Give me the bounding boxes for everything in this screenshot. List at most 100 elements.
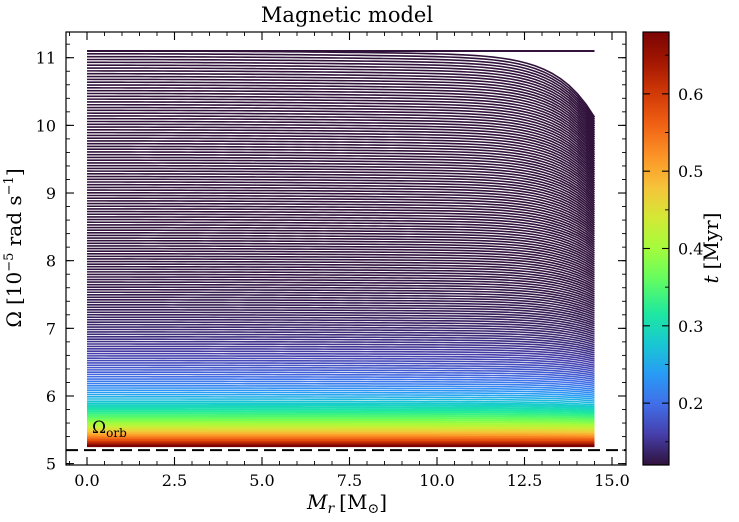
omega-profile (86, 186, 596, 226)
y-tick-label: 8 (46, 252, 56, 271)
omega-profile (87, 164, 596, 209)
omega-profile (87, 396, 595, 402)
omega-profile (87, 428, 595, 432)
omega-profile (87, 145, 596, 193)
omega-profile (86, 400, 595, 406)
omega-profile (87, 53, 596, 120)
omega-profile (87, 72, 596, 136)
omega-profile (87, 81, 596, 143)
omega-profile (87, 323, 595, 340)
omega-profile (87, 183, 596, 224)
omega-profile (87, 142, 596, 191)
omega-profile (86, 120, 596, 173)
y-axis-label-end: ] (2, 168, 26, 176)
omega-profile (87, 213, 595, 248)
omega-profile (87, 357, 595, 368)
omega-profile (87, 159, 596, 204)
omega-profile (87, 424, 595, 429)
omega-profile (87, 137, 596, 187)
omega-profile (86, 311, 595, 329)
omega-profile (87, 205, 595, 241)
x-tick-label: 10.0 (419, 471, 455, 490)
omega-profile (87, 340, 595, 354)
omega-profile (87, 416, 595, 422)
x-tick-label: 0.0 (74, 471, 99, 490)
omega-profile (87, 67, 596, 131)
omega-profile (86, 170, 596, 213)
omega-profile (87, 306, 595, 325)
colorbar-tick-label: 0.6 (678, 85, 703, 104)
colorbar-label: t [Myr] (699, 213, 723, 284)
omega-profile (87, 197, 596, 235)
omega-orb-symbol: Ω (92, 418, 106, 438)
omega-profile (86, 58, 596, 125)
omega-profile (87, 255, 595, 282)
omega-profile (87, 273, 595, 297)
omega-profile (87, 95, 596, 154)
omega-profile (87, 296, 595, 316)
x-tick-label: 5.0 (249, 471, 274, 490)
x-axis-label-unit-symbol: ⊙ (367, 501, 379, 517)
omega-profile (86, 299, 595, 319)
omega-profile (87, 156, 596, 202)
omega-profile (86, 331, 595, 346)
omega-profile (87, 98, 596, 156)
omega-profile (86, 55, 596, 123)
omega-profile (87, 167, 596, 211)
omega-profile (87, 378, 595, 387)
omega-profile (87, 242, 595, 272)
y-tick-label: 11 (36, 49, 56, 68)
omega-profile (87, 345, 595, 358)
omega-profile (86, 373, 595, 383)
colorbar-tick-label: 0.5 (678, 162, 703, 181)
omega-profile (87, 335, 595, 350)
omega-profile (87, 131, 596, 182)
omega-profile (87, 123, 596, 176)
omega-profile (87, 389, 595, 397)
omega-profile (87, 366, 595, 377)
colorbar-ticks: 0.2 0.3 0.4 0.5 0.6 (643, 54, 703, 443)
omega-profile (87, 350, 595, 362)
omega-profile (87, 364, 595, 375)
omega-profile (87, 434, 595, 437)
omega-profile (87, 162, 596, 206)
omega-profile (87, 115, 596, 169)
omega-profile (87, 250, 595, 278)
omega-profile (87, 194, 596, 233)
plot-frame (65, 31, 627, 466)
omega-profile (86, 112, 596, 167)
omega-profile (87, 189, 596, 228)
y-tick-label: 6 (46, 387, 56, 406)
colorbar-label-unit: [Myr] (699, 213, 723, 270)
omega-profile (87, 408, 595, 414)
omega-profile (87, 380, 595, 389)
omega-profile (87, 333, 595, 348)
omega-profile (87, 410, 595, 416)
x-axis-label-unit-end: ] (379, 490, 387, 514)
omega-profile (87, 64, 596, 129)
omega-profile (86, 140, 596, 189)
omega-orb-label: Ωorb (92, 418, 127, 440)
omega-profile (87, 293, 595, 314)
omega-profile (86, 221, 595, 254)
omega-profile (87, 70, 596, 134)
x-axis-label-unit: [M (339, 490, 367, 514)
omega-profile (87, 92, 596, 151)
omega-profile (87, 418, 595, 423)
x-axis-label: Mr [M⊙] (306, 490, 387, 517)
omega-profile (87, 362, 595, 373)
omega-profile (87, 328, 595, 344)
omega-profile (87, 237, 595, 267)
y-axis-label: Ω [10−5 rad s−1] (2, 168, 26, 327)
omega-profile (87, 352, 595, 364)
omega-profile (87, 134, 596, 184)
omega-profile (87, 387, 595, 395)
y-tick-label: 7 (46, 319, 56, 338)
colorbar-label-symbol: t (699, 275, 723, 284)
omega-profile (87, 384, 595, 393)
x-axis-ticks: 0.0 2.5 5.0 7.5 10.0 12.5 15.0 (69, 32, 630, 490)
omega-profiles (86, 49, 596, 448)
omega-profile (87, 234, 595, 265)
omega-profile (87, 245, 595, 274)
